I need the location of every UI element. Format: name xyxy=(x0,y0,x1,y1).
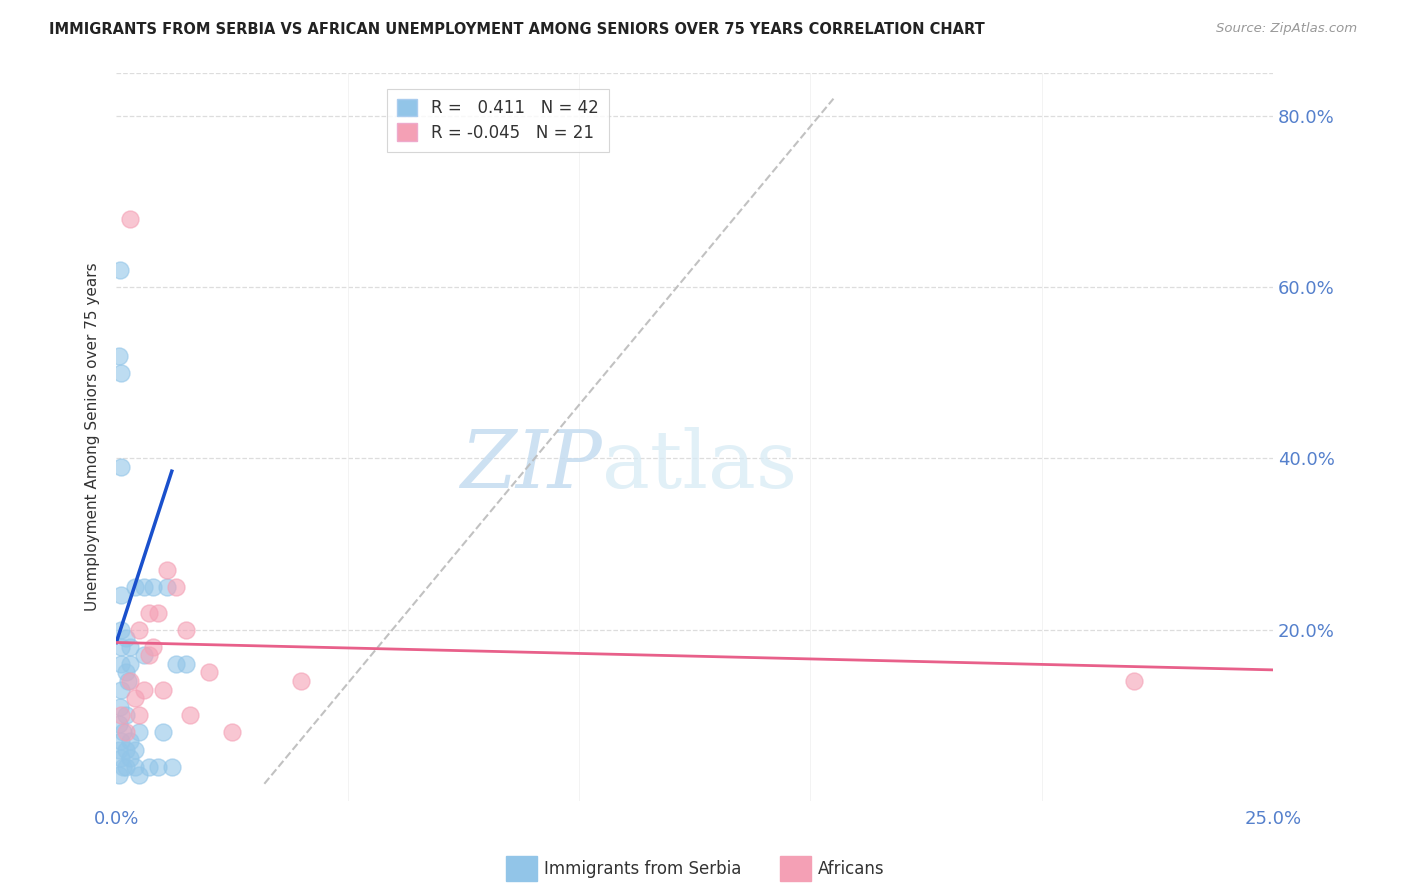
Text: IMMIGRANTS FROM SERBIA VS AFRICAN UNEMPLOYMENT AMONG SENIORS OVER 75 YEARS CORRE: IMMIGRANTS FROM SERBIA VS AFRICAN UNEMPL… xyxy=(49,22,986,37)
Point xyxy=(152,725,174,739)
Point xyxy=(108,699,131,714)
Point xyxy=(120,640,142,654)
Point xyxy=(110,588,132,602)
Point xyxy=(132,580,155,594)
Point xyxy=(120,751,142,765)
Point xyxy=(124,691,146,706)
Point xyxy=(114,665,136,680)
Point xyxy=(146,606,169,620)
Point xyxy=(165,580,187,594)
Point xyxy=(132,648,155,663)
Point xyxy=(114,725,136,739)
Text: ZIP: ZIP xyxy=(460,427,602,505)
Point xyxy=(114,631,136,645)
Point xyxy=(174,657,197,671)
Point xyxy=(124,580,146,594)
Text: Immigrants from Serbia: Immigrants from Serbia xyxy=(544,860,741,878)
Y-axis label: Unemployment Among Seniors over 75 years: Unemployment Among Seniors over 75 years xyxy=(86,262,100,611)
Point xyxy=(114,708,136,723)
Point xyxy=(107,768,129,782)
Text: Africans: Africans xyxy=(818,860,884,878)
Point xyxy=(124,742,146,756)
Text: atlas: atlas xyxy=(602,427,797,505)
Point xyxy=(198,665,221,680)
Point xyxy=(117,673,139,688)
Point xyxy=(160,759,183,773)
Point xyxy=(174,623,197,637)
Point xyxy=(146,759,169,773)
Point xyxy=(120,211,142,226)
Point xyxy=(152,682,174,697)
Point xyxy=(120,734,142,748)
Point xyxy=(1123,673,1146,688)
Point xyxy=(128,725,150,739)
Point xyxy=(120,657,142,671)
Point xyxy=(221,725,243,739)
Point xyxy=(110,708,132,723)
Point xyxy=(132,682,155,697)
Point xyxy=(138,606,160,620)
Point xyxy=(110,623,132,637)
Point xyxy=(156,580,179,594)
Point xyxy=(110,459,132,474)
Point xyxy=(112,725,135,739)
Point xyxy=(128,623,150,637)
Point xyxy=(138,759,160,773)
Point xyxy=(114,742,136,756)
Point xyxy=(156,563,179,577)
Point xyxy=(138,648,160,663)
Point xyxy=(142,580,165,594)
Point xyxy=(128,768,150,782)
Point xyxy=(142,640,165,654)
Point xyxy=(110,657,132,671)
Point xyxy=(107,716,129,731)
Legend: R =   0.411   N = 42, R = -0.045   N = 21: R = 0.411 N = 42, R = -0.045 N = 21 xyxy=(388,88,609,152)
Point xyxy=(110,734,132,748)
Text: Source: ZipAtlas.com: Source: ZipAtlas.com xyxy=(1216,22,1357,36)
Point xyxy=(110,682,132,697)
Point xyxy=(165,657,187,671)
Point xyxy=(114,759,136,773)
Point xyxy=(110,366,132,380)
Point xyxy=(124,759,146,773)
Point xyxy=(112,759,135,773)
Point xyxy=(290,673,312,688)
Point xyxy=(179,708,201,723)
Point xyxy=(110,751,132,765)
Point xyxy=(108,263,131,277)
Point xyxy=(110,640,132,654)
Point xyxy=(120,673,142,688)
Point xyxy=(128,708,150,723)
Point xyxy=(107,349,129,363)
Point xyxy=(107,742,129,756)
